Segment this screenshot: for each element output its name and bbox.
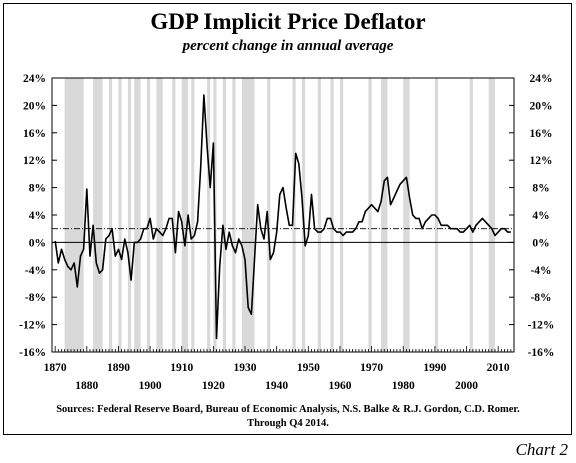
recession-band xyxy=(368,78,372,352)
y-tick-label-right: -4% xyxy=(530,265,551,277)
y-tick-label-right: 8% xyxy=(532,183,549,195)
y-tick-label-left: -4% xyxy=(25,265,46,277)
y-tick-label-right: 4% xyxy=(532,210,549,222)
recession-band xyxy=(317,78,321,352)
recession-band xyxy=(434,78,439,352)
chart-subtitle: percent change in annual average xyxy=(182,38,394,54)
recession-band xyxy=(267,78,271,352)
y-tick-label-left: -12% xyxy=(19,320,46,332)
x-tick-label: 1950 xyxy=(297,362,320,374)
y-tick-label-left: -8% xyxy=(25,292,46,304)
tick-labels: 24% 24% 20% 20% 16% 16% 12% 12% 8% 8% 4% 4% 0% 0% -4% -… xyxy=(19,73,554,392)
recession-band xyxy=(181,78,189,352)
recession-band xyxy=(156,78,163,352)
chart-plot: 24% 24% 20% 20% 16% 16% 12% 12% 8% 8% 4% 4% 0% 0% -4% -… xyxy=(19,73,554,392)
x-tick-label: 1890 xyxy=(107,362,130,374)
y-tick-label-left: 4% xyxy=(29,210,46,222)
chart-frame xyxy=(3,3,572,435)
y-tick-label-right: 12% xyxy=(530,155,553,167)
y-tick-label-right: 20% xyxy=(530,100,553,112)
recession-band xyxy=(146,78,151,352)
y-tick-label-left: 24% xyxy=(23,73,46,85)
recession-band xyxy=(108,78,113,352)
y-tick-label-left: 16% xyxy=(23,128,46,140)
x-tick-label: 1970 xyxy=(360,362,383,374)
y-tick-label-left: 8% xyxy=(29,183,46,195)
x-tick-label: 1880 xyxy=(75,380,98,392)
recession-band xyxy=(127,78,132,352)
recession-band xyxy=(93,78,103,352)
recession-band xyxy=(330,78,334,352)
recession-band xyxy=(222,78,227,352)
source-note: Sources: Federal Reserve Board, Bureau o… xyxy=(56,404,520,415)
x-tick-label: 1900 xyxy=(139,380,162,392)
x-tick-label: 1870 xyxy=(44,362,67,374)
recession-band xyxy=(232,78,236,352)
recession-band xyxy=(118,78,122,352)
recession-band xyxy=(191,78,195,352)
chart-number: Chart 2 xyxy=(515,440,568,459)
recession-band xyxy=(469,78,473,352)
recession-band xyxy=(292,78,296,352)
recession-band xyxy=(403,78,407,352)
recession-band xyxy=(381,78,388,352)
y-tick-label-right: 16% xyxy=(530,128,553,140)
recession-band xyxy=(406,78,410,352)
x-tick-label: 2010 xyxy=(487,362,510,374)
y-tick-label-left: 12% xyxy=(23,155,46,167)
recession-band xyxy=(241,78,255,352)
x-tick-label: 2000 xyxy=(455,380,478,392)
x-tick-label: 1910 xyxy=(170,362,193,374)
y-tick-label-right: -12% xyxy=(528,320,555,332)
recession-band xyxy=(172,78,176,352)
y-tick-label-right: -8% xyxy=(530,292,551,304)
recession-band xyxy=(339,78,344,352)
x-tick-label: 1990 xyxy=(423,362,446,374)
y-tick-label-left: 0% xyxy=(29,237,46,249)
y-tick-label-left: -16% xyxy=(19,347,46,359)
y-tick-label-right: -16% xyxy=(528,347,555,359)
recession-band xyxy=(207,78,211,352)
recession-band xyxy=(64,78,84,352)
y-tick-label-left: 20% xyxy=(23,100,46,112)
series-layer xyxy=(54,94,511,340)
chart-title: GDP Implicit Price Deflator xyxy=(150,9,426,34)
recession-bands xyxy=(64,78,496,352)
x-tick-label: 1940 xyxy=(265,380,288,392)
y-tick-label-right: 24% xyxy=(530,73,553,85)
x-tick-label: 1930 xyxy=(234,362,257,374)
series-line xyxy=(54,94,511,340)
y-tick-label-right: 0% xyxy=(532,237,549,249)
recession-band xyxy=(488,78,496,352)
source-date-note: Through Q4 2014. xyxy=(247,418,329,429)
chart-axes xyxy=(51,77,515,353)
x-tick-label: 1920 xyxy=(202,380,225,392)
recession-band xyxy=(134,78,141,352)
x-tick-label: 1960 xyxy=(328,380,351,392)
x-tick-label: 1980 xyxy=(392,380,415,392)
